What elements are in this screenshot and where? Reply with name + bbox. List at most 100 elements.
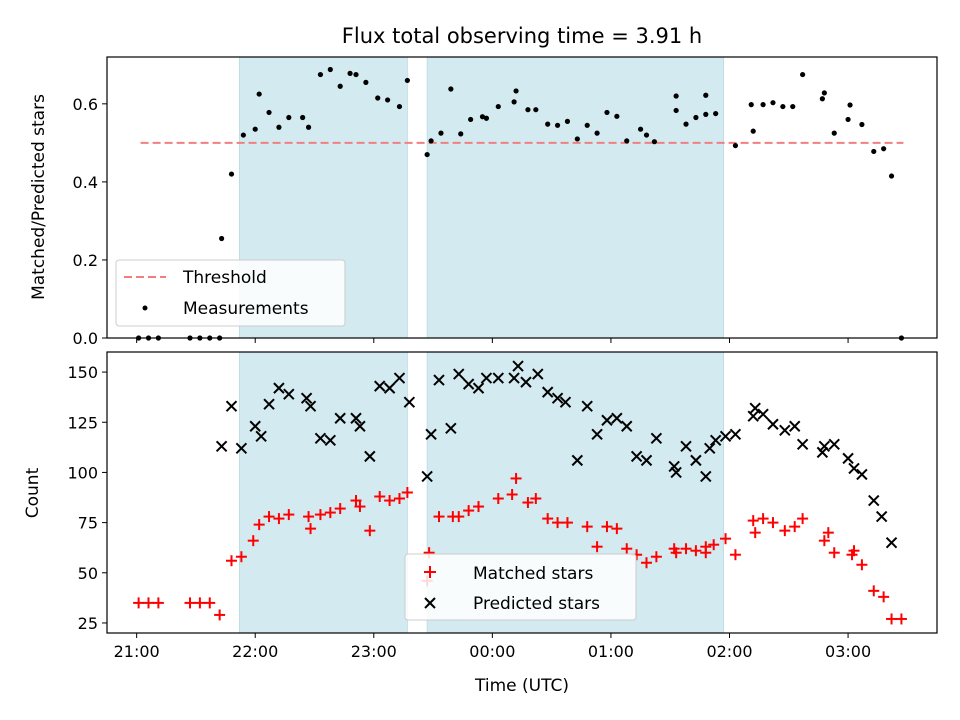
measurement-point xyxy=(483,115,490,121)
predicted-star-point xyxy=(601,414,613,426)
predicted-star-point xyxy=(334,412,346,424)
matched-star-point xyxy=(305,523,317,535)
matched-star-point xyxy=(364,525,376,537)
matched-star-point xyxy=(878,591,890,603)
measurements-legend-label: Measurements xyxy=(183,299,309,319)
measurement-point xyxy=(363,79,369,85)
measurement-point xyxy=(770,100,776,106)
count-y-ticks: 25 50 75 100 125 150 xyxy=(67,363,107,633)
measurement-point xyxy=(286,114,292,121)
measurement-point xyxy=(404,77,410,84)
predicted-star-point xyxy=(425,428,437,440)
predicted-star-point xyxy=(670,466,682,479)
measurement-point xyxy=(525,107,531,113)
measurement-point xyxy=(881,146,887,152)
predicted-star-point xyxy=(885,536,898,549)
predicted-star-point xyxy=(690,454,702,467)
measurement-point xyxy=(800,71,806,78)
matched-star-point xyxy=(235,551,247,563)
ratio-legend-box xyxy=(115,259,346,327)
predicted-star-point xyxy=(796,438,809,451)
predicted-star-point xyxy=(472,382,485,394)
predicted-star-point xyxy=(225,400,238,412)
predicted-star-point xyxy=(532,368,544,380)
predicted-star-point xyxy=(304,400,317,412)
measurement-point xyxy=(859,121,865,128)
measurement-point xyxy=(219,235,225,242)
y-tick-label: 100 xyxy=(67,463,98,482)
ratio-y-ticks: 0.0 0.2 0.4 0.6 xyxy=(73,95,107,348)
predicted-star-point xyxy=(215,440,228,453)
measurement-point xyxy=(347,70,353,76)
predicted-star-point xyxy=(611,412,623,424)
matched-star-point xyxy=(473,501,485,513)
y-tick-label: 150 xyxy=(67,363,98,382)
measurement-point xyxy=(448,86,454,92)
predicted-legend-label: Predicted stars xyxy=(473,594,600,614)
measurement-point xyxy=(554,122,561,128)
predicted-star-point xyxy=(591,428,603,440)
predicted-star-point xyxy=(263,398,275,410)
measurement-point xyxy=(845,116,851,123)
measurement-point xyxy=(594,130,600,136)
measurement-point xyxy=(750,128,756,134)
predicted-star-point xyxy=(300,392,313,404)
y-tick-label: 0.6 xyxy=(73,95,98,114)
measurement-point xyxy=(479,114,486,120)
measurement-point xyxy=(228,171,235,177)
predicted-star-point xyxy=(779,424,791,436)
matched-star-point xyxy=(492,493,504,505)
matched-star-point xyxy=(393,493,405,505)
predicted-star-point xyxy=(551,392,564,404)
predicted-star-point xyxy=(818,440,831,453)
measurement-point xyxy=(574,136,580,142)
measurement-point xyxy=(732,142,739,149)
measurement-point xyxy=(748,102,754,108)
measurement-point xyxy=(643,132,650,138)
shaded-interval-2 xyxy=(426,56,724,339)
measurement-point xyxy=(760,102,766,108)
matched-star-point xyxy=(680,543,692,555)
predicted-star-point xyxy=(630,450,643,463)
observing-window-shading xyxy=(239,56,724,339)
predicted-star-point xyxy=(700,470,712,483)
measurement-point xyxy=(266,109,272,116)
matched-star-point xyxy=(506,489,518,501)
matched-star-point xyxy=(895,613,907,625)
matched-star-point xyxy=(581,521,593,533)
matched-star-point xyxy=(530,493,542,505)
matched-star-point xyxy=(708,539,720,551)
matched-star-point xyxy=(374,491,386,503)
measurement-point xyxy=(673,107,679,114)
measurement-point xyxy=(637,126,644,132)
matched-star-point xyxy=(749,527,761,539)
y-tick-label: 0.0 xyxy=(73,329,98,348)
predicted-star-point xyxy=(559,396,572,408)
measurement-point xyxy=(584,122,590,128)
predicted-star-point xyxy=(704,442,716,455)
matched-star-point xyxy=(214,609,226,621)
predicted-star-point xyxy=(480,372,493,384)
matched-star-point xyxy=(886,613,898,625)
count-plot-frame xyxy=(106,351,938,634)
predicted-star-point xyxy=(541,386,554,398)
measurement-point xyxy=(511,99,517,105)
measurement-point xyxy=(438,130,444,136)
matched-star-point xyxy=(789,521,801,533)
measurement-point xyxy=(819,96,825,102)
predicted-star-point xyxy=(512,360,524,372)
x-tick-label: 02:00 xyxy=(706,642,752,661)
measurement-point xyxy=(545,121,551,127)
predicted-star-point xyxy=(273,382,285,394)
measurement-point xyxy=(703,92,709,98)
predicted-star-point xyxy=(828,438,840,451)
matched-legend-swatch xyxy=(424,566,436,578)
matched-star-point xyxy=(797,513,809,525)
matched-star-point xyxy=(184,597,196,609)
predicted-star-point xyxy=(421,470,433,483)
predicted-star-point xyxy=(848,462,860,475)
shaded-interval-1 xyxy=(239,351,408,634)
matched-star-point xyxy=(561,517,573,529)
y-tick-label: 75 xyxy=(78,514,98,533)
measurement-point xyxy=(317,71,324,78)
